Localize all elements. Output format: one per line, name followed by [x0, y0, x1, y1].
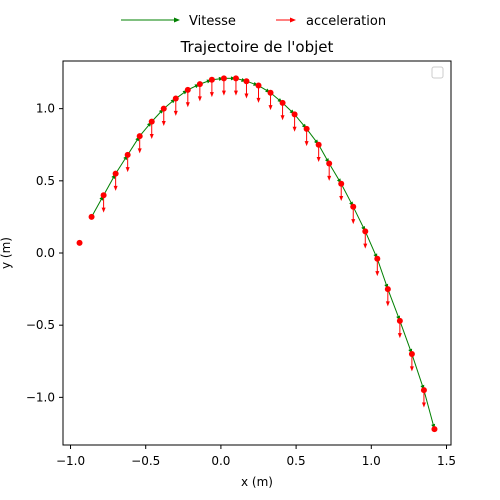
legend-velocity-arrowhead — [174, 17, 180, 23]
position-point — [172, 95, 179, 102]
acceleration-arrowhead — [125, 167, 130, 173]
position-point — [76, 239, 83, 246]
position-point — [232, 75, 239, 82]
legend-velocity-label: Vitesse — [189, 14, 236, 29]
acceleration-arrowhead — [280, 115, 285, 121]
position-point — [220, 75, 227, 82]
chart-title: Trajectoire de l'objet — [180, 38, 334, 56]
position-point — [303, 125, 310, 132]
velocity-series — [91, 76, 436, 430]
x-tick-label: −1.0 — [56, 454, 85, 468]
y-tick-label: 0.5 — [36, 174, 55, 188]
acceleration-arrowhead — [397, 333, 402, 339]
x-tick-label: 1.5 — [437, 454, 456, 468]
position-point — [396, 317, 403, 324]
position-points — [76, 75, 438, 433]
acceleration-arrowhead — [316, 157, 321, 163]
acceleration-arrowhead — [351, 219, 356, 225]
acceleration-arrowhead — [304, 141, 309, 147]
inner-legend-box — [431, 66, 444, 79]
position-point — [326, 160, 333, 167]
legend-acceleration-label: acceleration — [306, 14, 386, 29]
x-tick-label: −0.5 — [131, 454, 160, 468]
position-point — [208, 76, 215, 83]
x-tick-label: 0.0 — [211, 454, 230, 468]
acceleration-arrowhead — [327, 175, 332, 181]
position-point — [291, 111, 298, 118]
position-point — [148, 118, 155, 125]
acceleration-arrowhead — [385, 301, 390, 307]
acceleration-arrowhead — [221, 90, 226, 96]
position-point — [384, 286, 391, 293]
plot-area-frame — [62, 60, 452, 446]
acceleration-arrowhead — [268, 105, 273, 111]
acceleration-arrowhead — [421, 402, 426, 408]
position-point — [408, 351, 415, 358]
acceleration-arrowhead — [137, 148, 142, 154]
acceleration-arrowhead — [209, 92, 214, 98]
acceleration-arrowhead — [101, 207, 106, 213]
velocity-segment — [376, 258, 389, 290]
velocity-segment — [411, 353, 425, 391]
acceleration-arrowhead — [197, 96, 202, 102]
acceleration-arrowhead — [339, 196, 344, 202]
acceleration-arrowhead — [113, 185, 118, 191]
position-point — [255, 82, 262, 89]
acceleration-arrowhead — [292, 126, 297, 132]
velocity-segment — [399, 320, 413, 355]
position-point — [124, 151, 131, 158]
position-point — [362, 228, 369, 235]
position-point — [196, 81, 203, 88]
position-point — [243, 78, 250, 85]
position-point — [112, 170, 119, 177]
acceleration-arrowhead — [244, 93, 249, 99]
acceleration-arrowhead — [409, 366, 414, 372]
acceleration-arrowhead — [256, 97, 261, 103]
position-point — [420, 387, 427, 394]
acceleration-arrowhead — [173, 110, 178, 116]
acceleration-arrowhead — [375, 271, 380, 277]
x-tick-label: 1.0 — [362, 454, 381, 468]
position-point — [136, 133, 143, 140]
acceleration-arrowhead — [233, 90, 238, 96]
velocity-segment — [387, 288, 401, 322]
position-point — [160, 105, 167, 112]
y-tick-label: −0.5 — [26, 318, 55, 332]
position-point — [100, 192, 107, 199]
acceleration-arrowhead — [149, 133, 154, 139]
legend: Vitesse acceleration — [121, 14, 386, 29]
position-point — [431, 426, 438, 433]
position-point — [350, 203, 357, 210]
position-point — [88, 213, 95, 220]
legend-acceleration-arrowhead — [290, 17, 296, 23]
acceleration-arrowhead — [363, 243, 368, 249]
y-tick-label: −1.0 — [26, 390, 55, 404]
y-axis-label: y (m) — [0, 237, 13, 269]
acceleration-arrowhead — [161, 120, 166, 126]
position-point — [267, 89, 274, 96]
position-point — [315, 141, 322, 148]
y-tick-label: 0.0 — [36, 246, 55, 260]
position-point — [184, 86, 191, 93]
position-point — [374, 255, 381, 262]
y-tick-label: 1.0 — [36, 102, 55, 116]
position-point — [338, 180, 345, 187]
x-tick-label: 0.5 — [287, 454, 306, 468]
x-axis-label: x (m) — [241, 475, 273, 489]
acceleration-arrowhead — [185, 102, 190, 108]
y-axis-ticks: −1.0 −0.5 0.0 0.5 1.0 — [26, 102, 63, 404]
x-axis-ticks: −1.0 −0.5 0.0 0.5 1.0 1.5 — [56, 445, 456, 468]
position-point — [279, 99, 286, 106]
velocity-segment — [423, 390, 435, 430]
acceleration-series — [101, 78, 426, 408]
